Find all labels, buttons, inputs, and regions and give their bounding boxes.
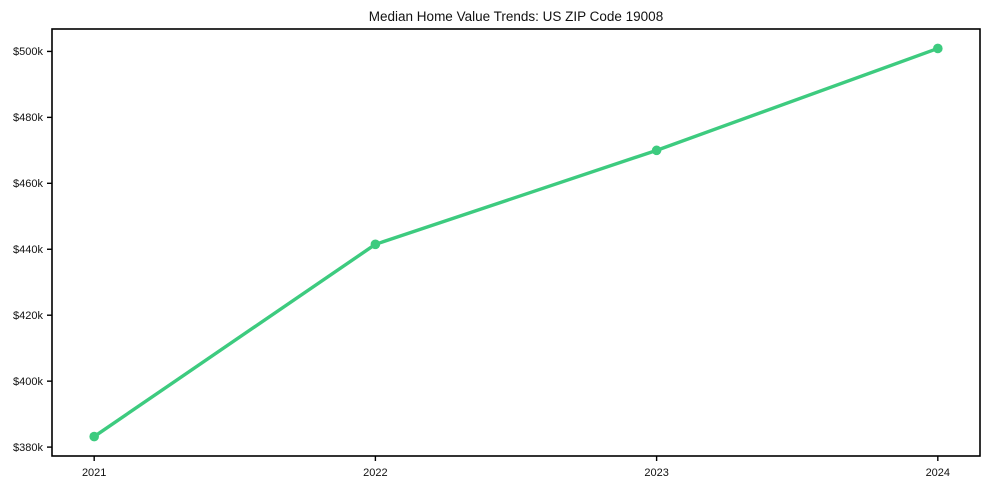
- data-point-marker: [89, 431, 99, 442]
- y-tick-label: $480k: [13, 112, 43, 124]
- data-point-marker: [933, 43, 943, 54]
- y-tick-label: $440k: [13, 244, 43, 256]
- data-point-marker: [370, 239, 381, 250]
- data-point-marker: [651, 145, 662, 156]
- y-tick-label: $500k: [13, 46, 43, 58]
- chart-title: Median Home Value Trends: US ZIP Code 19…: [369, 9, 663, 24]
- plot-border: [51, 28, 981, 457]
- y-tick-label: $380k: [13, 442, 43, 454]
- trend-line: [92, 46, 940, 439]
- x-tick-label: 2024: [926, 467, 950, 479]
- x-tick-label: 2023: [644, 467, 668, 479]
- y-tick-label: $420k: [13, 310, 43, 322]
- plot-area: $380k $400k $420k $440k $460k $480k $500k 2021 2…: [13, 28, 981, 479]
- y-tick-label: $460k: [13, 178, 43, 190]
- x-tick-label: 2022: [363, 467, 387, 479]
- x-tick-label: 2021: [82, 467, 106, 479]
- y-tick-label: $400k: [13, 376, 43, 388]
